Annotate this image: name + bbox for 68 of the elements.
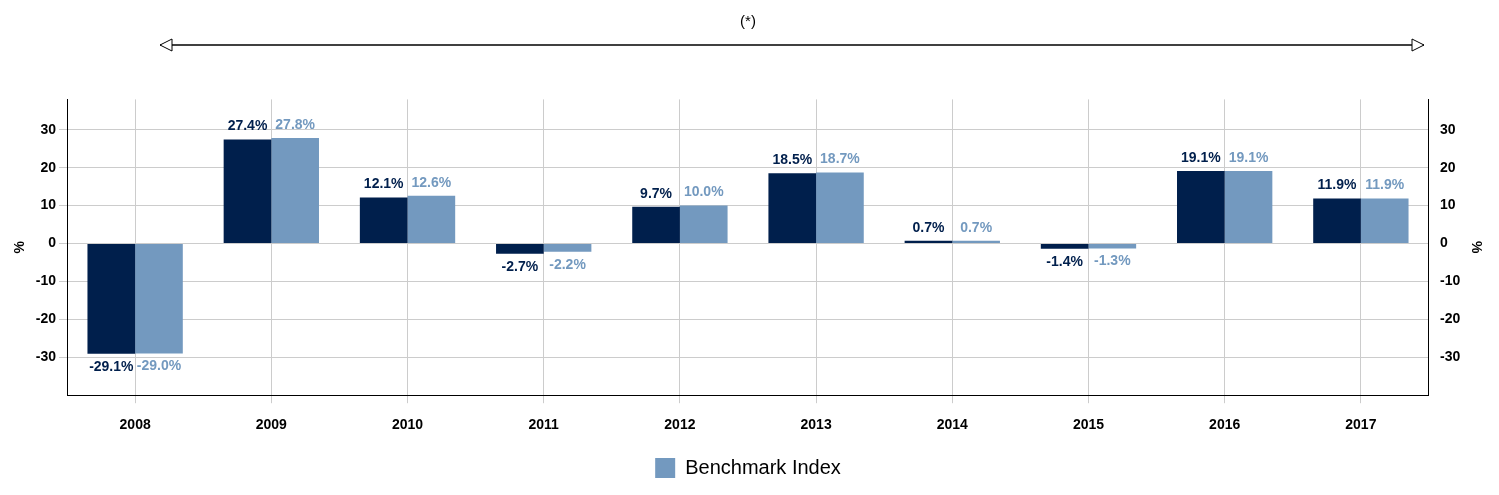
bar — [1040, 244, 1089, 249]
bar — [1313, 198, 1361, 244]
data-label: -2.2% — [549, 255, 587, 272]
y-tick-label: -10 — [35, 272, 57, 289]
x-tick-label: 2016 — [1209, 416, 1241, 433]
bar — [952, 240, 1000, 244]
data-label: 12.6% — [411, 173, 452, 190]
x-tick-label: 2011 — [528, 416, 560, 433]
x-tick-label: 2017 — [1345, 416, 1377, 433]
y-tick-label: 10 — [40, 196, 57, 213]
bar — [816, 172, 864, 244]
data-label: 18.7% — [820, 150, 861, 167]
y-tick-label: -30 — [35, 348, 57, 365]
y2-tick-label: 10 — [1439, 196, 1456, 213]
bar — [359, 197, 408, 244]
bar — [904, 240, 953, 244]
bar — [496, 244, 544, 254]
bar — [543, 244, 592, 252]
x-tick-label: 2014 — [936, 416, 969, 433]
legend-label: Benchmark Index — [685, 455, 841, 478]
bar — [407, 195, 456, 244]
bar — [271, 138, 319, 244]
bar — [679, 205, 728, 244]
bar — [135, 244, 183, 354]
y2-tick-label: -10 — [1439, 272, 1461, 289]
y2-axis-title: % — [1468, 241, 1485, 255]
bar — [223, 139, 272, 244]
y2-tick-label: 20 — [1439, 158, 1456, 175]
data-label: -29.1% — [89, 357, 135, 374]
x-tick-label: 2008 — [119, 416, 151, 433]
data-label: 19.1% — [1228, 148, 1269, 165]
data-label: -1.4% — [1046, 252, 1084, 269]
y2-tick-label: -30 — [1439, 348, 1461, 365]
data-label: 0.7% — [960, 218, 993, 235]
data-label: 12.1% — [363, 175, 405, 192]
bar — [1088, 244, 1137, 249]
data-label: -1.3% — [1094, 252, 1132, 269]
y-tick-label: -20 — [35, 310, 57, 327]
text: (*) — [739, 12, 757, 29]
data-label: -2.7% — [501, 257, 539, 274]
bar — [87, 244, 136, 354]
y-tick-label: 20 — [40, 158, 57, 175]
bar — [1224, 171, 1273, 244]
data-label: 10.0% — [683, 183, 725, 200]
data-label: 9.7% — [640, 184, 673, 201]
x-tick-label: 2012 — [664, 416, 696, 433]
data-label: 18.5% — [772, 151, 813, 168]
bar — [1360, 198, 1409, 244]
y2-tick-label: 30 — [1439, 120, 1456, 137]
data-label: 11.9% — [1317, 176, 1358, 193]
x-tick-label: 2013 — [800, 416, 832, 433]
y2-tick-label: 0 — [1439, 234, 1448, 251]
data-label: 11.9% — [1365, 176, 1405, 193]
y-axis-title: % — [11, 240, 28, 254]
y2-tick-label: -20 — [1439, 310, 1461, 327]
bar — [768, 173, 817, 244]
data-label: -29.0% — [136, 357, 182, 374]
bar — [1177, 171, 1225, 244]
x-tick-label: 2009 — [255, 416, 288, 433]
data-label: 19.1% — [1180, 148, 1222, 165]
y-tick-label: 30 — [40, 120, 57, 137]
x-tick-label: 2010 — [391, 416, 424, 433]
data-label: 0.7% — [912, 218, 945, 235]
data-label: 27.4% — [227, 117, 268, 134]
data-label: 27.8% — [275, 115, 316, 132]
y-tick-label: 0 — [48, 234, 57, 251]
x-tick-label: 2015 — [1072, 416, 1105, 433]
bar — [632, 206, 680, 244]
